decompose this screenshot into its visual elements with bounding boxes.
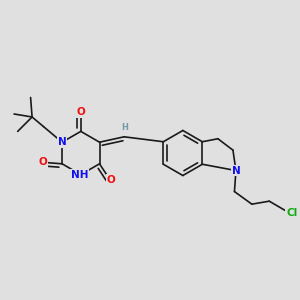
Text: N: N [58,137,67,147]
Text: O: O [76,107,85,117]
Text: H: H [121,123,128,132]
Text: O: O [38,157,47,167]
Text: N: N [232,166,240,176]
Text: O: O [106,175,115,185]
Text: NH: NH [70,170,88,180]
Text: Cl: Cl [286,208,297,218]
